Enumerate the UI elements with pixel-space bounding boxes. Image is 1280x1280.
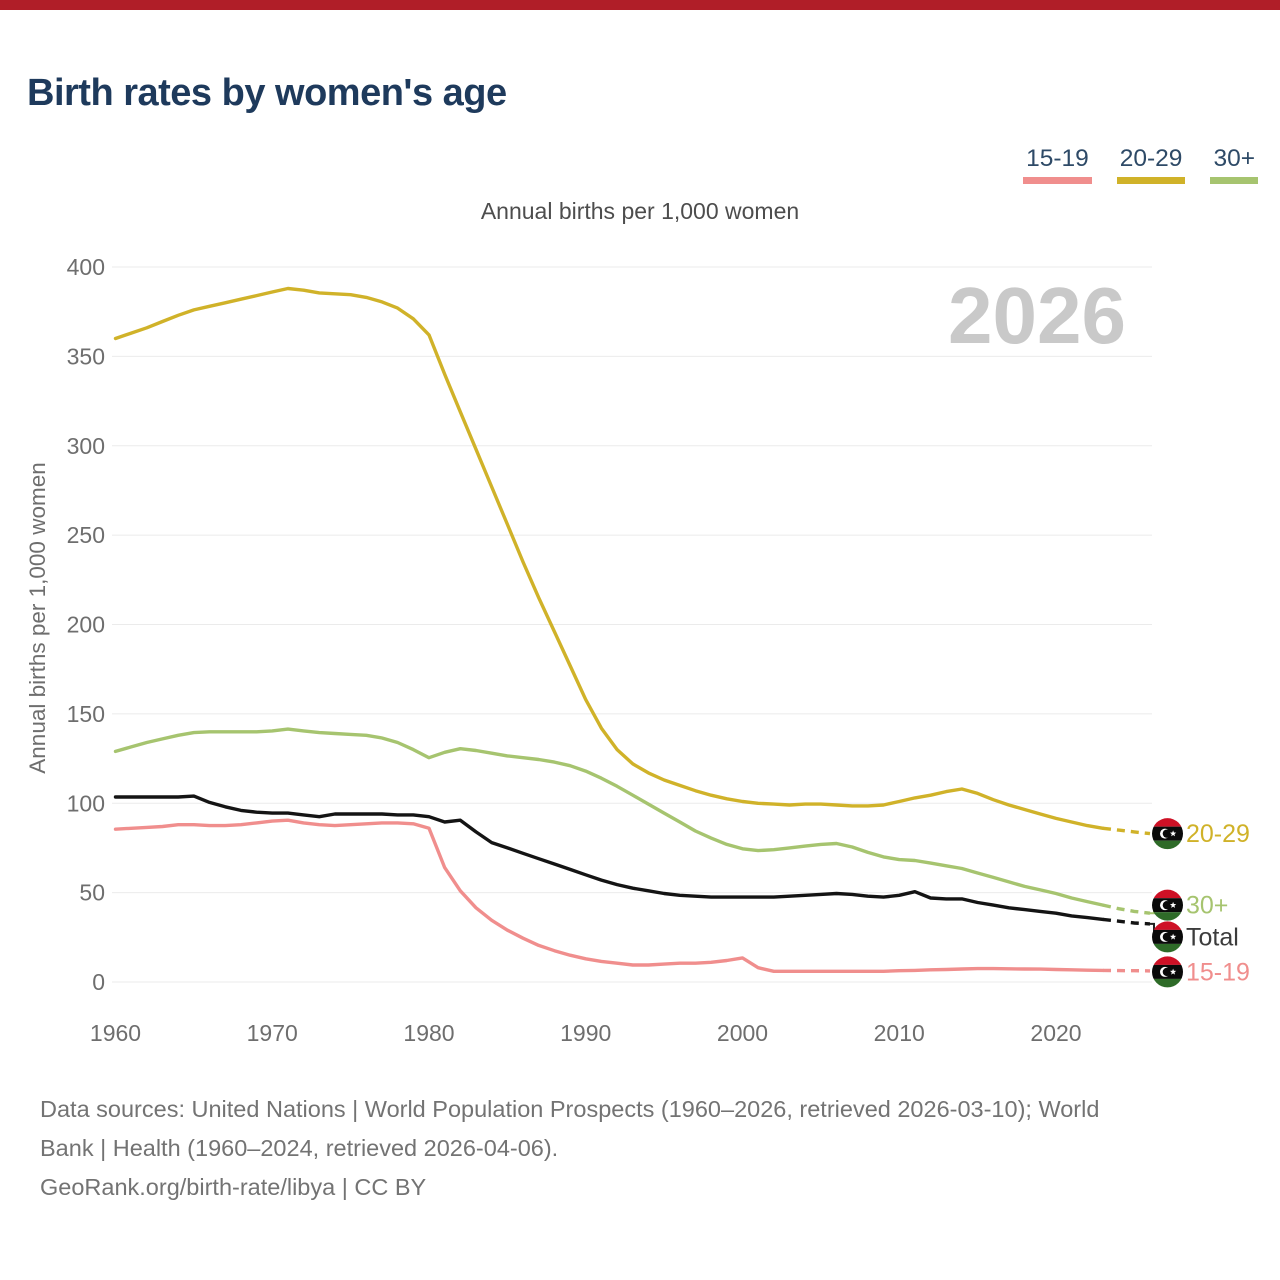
legend-item-15-19[interactable]: 15-19 (1023, 146, 1092, 184)
chart-legend: 15-19 20-29 30+ (1023, 146, 1258, 184)
x-tick-label-1960: 1960 (90, 1020, 141, 1046)
y-tick-label-350: 350 (67, 343, 105, 369)
watermark-year: 2026 (948, 271, 1126, 360)
y-tick-label-100: 100 (67, 790, 105, 816)
series-end-label-15-19: 15-19 (1186, 958, 1250, 986)
series-line-20-29 (113, 286, 1105, 830)
libya-flag-icon-20-29 (1152, 818, 1183, 850)
x-tick-label-1990: 1990 (560, 1020, 611, 1046)
series-end-label-30+: 30+ (1186, 892, 1228, 920)
series-line-20-29-projection (1102, 826, 1151, 836)
chart-footer: Data sources: United Nations | World Pop… (40, 1090, 1250, 1207)
series-line-15-19-projection (1102, 968, 1151, 973)
y-axis-title: Annual births per 1,000 women (25, 462, 50, 773)
legend-item-30+[interactable]: 30+ (1210, 146, 1258, 184)
x-tick-label-2020: 2020 (1030, 1020, 1081, 1046)
series-line-30+ (113, 727, 1105, 907)
y-tick-label-150: 150 (67, 701, 105, 727)
x-tick-label-2000: 2000 (717, 1020, 768, 1046)
y-tick-label-0: 0 (92, 969, 105, 995)
series-line-Total-projection (1102, 917, 1151, 926)
data-sources-line-1: Data sources: United Nations | World Pop… (40, 1096, 1100, 1122)
series-end-label-Total: Total (1186, 923, 1239, 951)
chart-subtitle: Annual births per 1,000 women (480, 198, 800, 224)
libya-flag-icon-15-19 (1152, 956, 1183, 988)
y-tick-label-300: 300 (67, 433, 105, 459)
series-line-Total (113, 794, 1105, 922)
x-tick-label-1970: 1970 (247, 1020, 298, 1046)
libya-flag-icon-30+ (1152, 889, 1183, 921)
series-line-30+-projection (1102, 903, 1151, 915)
x-tick-label-2010: 2010 (874, 1020, 925, 1046)
y-tick-label-50: 50 (79, 880, 105, 906)
top-accent-bar (0, 0, 1280, 10)
x-tick-label-1980: 1980 (403, 1020, 454, 1046)
legend-item-20-29[interactable]: 20-29 (1116, 146, 1186, 184)
series-line-15-19 (113, 818, 1105, 973)
y-tick-label-200: 200 (67, 612, 105, 638)
libya-flag-icon-Total (1152, 921, 1183, 953)
y-tick-label-250: 250 (67, 522, 105, 548)
series-end-label-20-29: 20-29 (1186, 820, 1250, 848)
data-sources-line-2: Bank | Health (1960–2024, retrieved 2026… (40, 1135, 559, 1161)
page-title: Birth rates by women's age (27, 72, 507, 114)
attribution-line: GeoRank.org/birth-rate/libya | CC BY (40, 1174, 427, 1200)
y-tick-label-400: 400 (67, 254, 105, 280)
